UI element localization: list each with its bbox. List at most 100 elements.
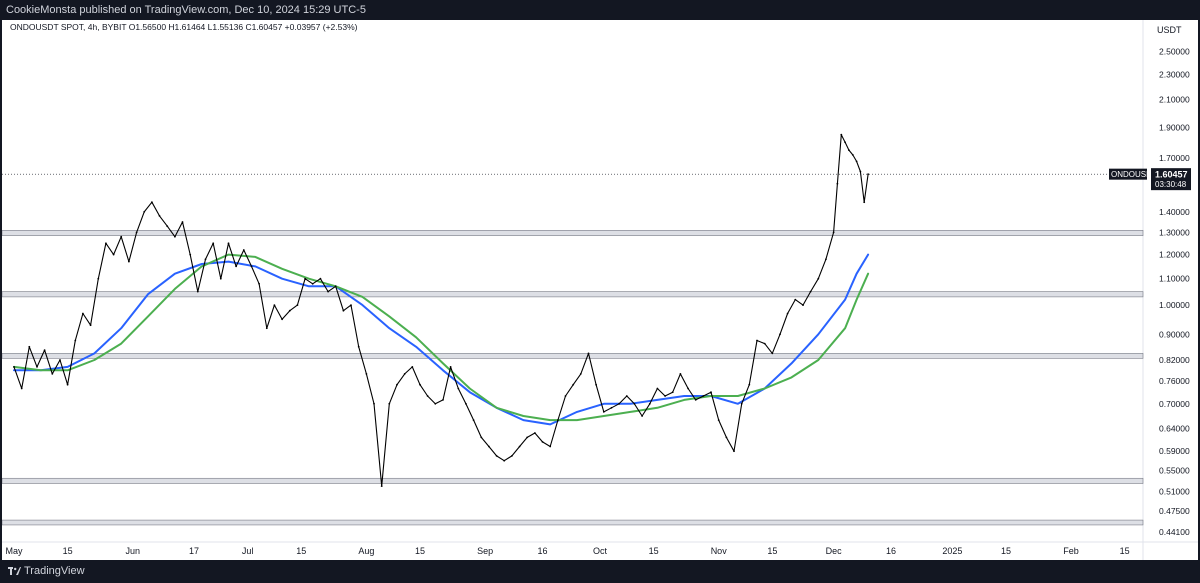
- price-point: [844, 141, 846, 144]
- price-point: [534, 432, 536, 434]
- price-point: [664, 395, 666, 397]
- price-point: [426, 395, 429, 397]
- publish-bar: CookieMonsta published on TradingView.co…: [0, 0, 1200, 20]
- price-tick-label: 0.51000: [1159, 487, 1190, 497]
- price-point: [610, 406, 613, 409]
- price-point: [848, 149, 850, 152]
- price-point: [457, 387, 460, 390]
- price-point: [480, 436, 483, 439]
- price-point: [595, 383, 597, 386]
- time-axis[interactable]: May 15 Jun 17 Jul 15 Aug 15 Sep 16 Oct 15 Nov 15 Dec 16…: [5, 546, 1129, 556]
- price-point: [158, 215, 161, 217]
- time-tick-label: 16: [538, 546, 548, 556]
- price-point: [472, 419, 475, 421]
- price-point: [242, 249, 245, 251]
- price-point: [204, 258, 207, 261]
- price-point: [120, 235, 123, 238]
- last-price-value: 1.60457: [1155, 170, 1188, 180]
- price-axis[interactable]: 2.50000 2.30000 2.10000 1.90000 1.70000 1.400…: [1159, 46, 1190, 536]
- price-point: [365, 373, 368, 375]
- price-layer: [13, 133, 869, 487]
- footer-brand: TradingView: [24, 565, 85, 577]
- price-point: [36, 366, 38, 368]
- price-point: [112, 253, 115, 256]
- price-tick-label: 0.64000: [1159, 424, 1190, 434]
- price-point: [250, 265, 253, 268]
- price-point: [82, 312, 84, 315]
- price-point: [802, 304, 804, 306]
- time-tick-label: 15: [296, 546, 306, 556]
- price-point: [587, 352, 590, 355]
- chart-panel[interactable]: USDT ONDOUSDT 1.60457 03:30:48 2.50000 2.30…: [2, 20, 1198, 560]
- price-point: [717, 419, 720, 421]
- time-tick-label: 15: [415, 546, 425, 556]
- time-tick-label: Aug: [358, 546, 374, 556]
- price-point: [128, 260, 130, 263]
- price-point: [196, 290, 199, 293]
- price-point: [265, 327, 268, 330]
- price-point: [495, 455, 498, 457]
- price-tick-label: 1.20000: [1159, 250, 1190, 260]
- time-tick-label: May: [5, 546, 23, 556]
- price-tick-label: 0.70000: [1159, 399, 1190, 409]
- price-point: [832, 231, 835, 234]
- zones-layer: [2, 230, 1144, 526]
- last-price-box: [1151, 168, 1191, 191]
- price-point: [648, 402, 651, 405]
- price-point: [434, 402, 437, 405]
- price-point: [166, 225, 169, 228]
- last-price-symbol: ONDOUSDT: [1111, 170, 1157, 179]
- price-point: [855, 160, 858, 163]
- price-point: [273, 304, 276, 306]
- price-point: [867, 173, 869, 176]
- price-point: [212, 242, 215, 245]
- price-point: [851, 154, 854, 156]
- moving-average-line: [13, 253, 870, 422]
- time-tick-label: 15: [63, 546, 73, 556]
- price-point: [258, 282, 260, 285]
- price-point: [235, 265, 238, 268]
- price-point: [836, 182, 839, 185]
- footer: TradingView: [0, 560, 1200, 583]
- price-point: [342, 309, 345, 312]
- price-tick-label: 1.00000: [1159, 300, 1190, 310]
- price-tick-label: 2.50000: [1159, 46, 1190, 56]
- time-tick-label: 15: [649, 546, 659, 556]
- price-point: [373, 402, 375, 405]
- time-tick-label: Jun: [125, 546, 140, 556]
- price-point: [380, 485, 383, 487]
- moving-averages-layer: [13, 253, 870, 426]
- price-point: [43, 349, 46, 351]
- price-point: [13, 366, 15, 368]
- price-point: [579, 373, 582, 375]
- price-point: [733, 450, 735, 453]
- price-point: [625, 395, 628, 397]
- price-point: [89, 324, 92, 327]
- price-point: [143, 211, 146, 213]
- moving-average-line: [13, 253, 870, 426]
- currency-label: USDT: [1157, 25, 1182, 35]
- price-tick-label: 0.55000: [1159, 466, 1190, 476]
- price-tick-label: 0.44100: [1159, 527, 1190, 537]
- plot-background: [2, 20, 1143, 542]
- price-point: [181, 221, 184, 223]
- price-point: [694, 399, 697, 401]
- price-point: [403, 373, 406, 375]
- price-tick-label: 0.47500: [1159, 506, 1190, 516]
- price-point: [304, 277, 306, 280]
- price-point: [28, 345, 31, 348]
- price-tick-label: 2.10000: [1159, 95, 1190, 105]
- price-point: [564, 395, 567, 397]
- price-point: [511, 455, 513, 457]
- price-point: [488, 445, 490, 448]
- price-point: [549, 445, 552, 448]
- price-point: [756, 339, 758, 342]
- time-tick-label: Jul: [242, 546, 254, 556]
- price-point: [281, 318, 283, 321]
- price-point: [419, 383, 421, 386]
- tradingview-logo-icon: [8, 567, 21, 575]
- price-tick-label: 2.30000: [1159, 69, 1190, 79]
- time-tick-label: 17: [189, 546, 199, 556]
- price-point: [396, 383, 398, 386]
